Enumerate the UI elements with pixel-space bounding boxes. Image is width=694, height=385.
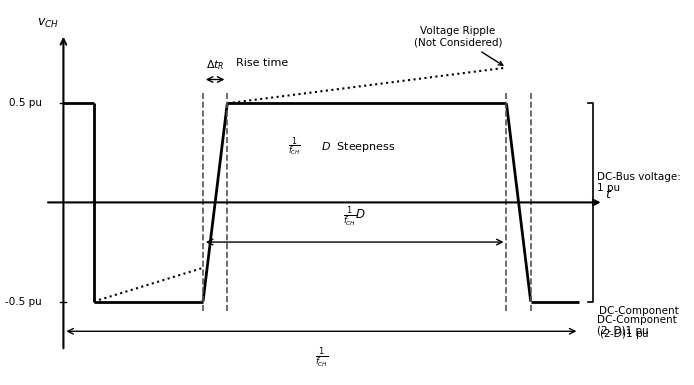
Text: DC-Component
(2- D)1 pu: DC-Component (2- D)1 pu (598, 315, 677, 336)
Text: $\frac{1}{f_{CH}}$: $\frac{1}{f_{CH}}$ (314, 345, 328, 369)
Text: $\frac{1}{f_{CH}}$: $\frac{1}{f_{CH}}$ (287, 136, 301, 158)
Text: t: t (604, 188, 609, 201)
Text: DC-Component: DC-Component (599, 306, 679, 315)
Text: $v_{CH}$: $v_{CH}$ (37, 17, 59, 30)
Text: $\Delta t_R$: $\Delta t_R$ (206, 58, 224, 72)
Text: -0.5 pu: -0.5 pu (6, 296, 42, 306)
Text: $\frac{1}{f_{CH}}D$: $\frac{1}{f_{CH}}D$ (343, 204, 366, 228)
Text: (2-$D$)1 pu: (2-$D$)1 pu (599, 327, 650, 341)
Text: $D$  Steepness: $D$ Steepness (321, 140, 396, 154)
Text: Voltage Ripple
(Not Considered): Voltage Ripple (Not Considered) (414, 26, 502, 65)
Text: Rise time: Rise time (237, 58, 289, 68)
Text: DC-Bus voltage:
1 pu: DC-Bus voltage: 1 pu (598, 172, 682, 193)
Text: 0.5 pu: 0.5 pu (9, 98, 42, 108)
